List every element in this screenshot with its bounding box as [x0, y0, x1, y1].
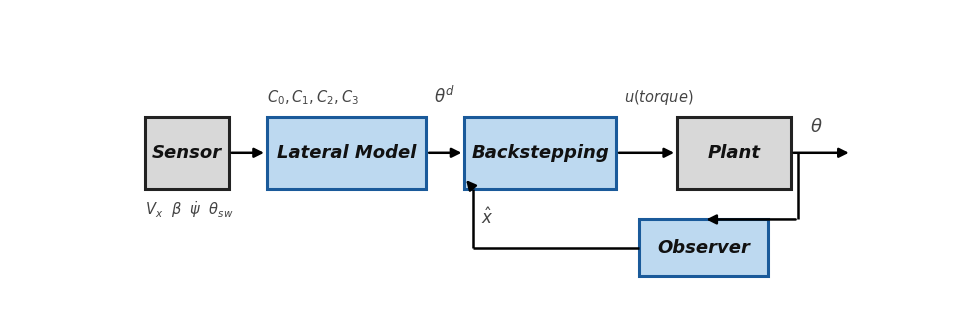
Text: Backstepping: Backstepping [471, 144, 610, 162]
Text: Plant: Plant [708, 144, 760, 162]
Text: Sensor: Sensor [152, 144, 222, 162]
Text: $u(torque)$: $u(torque)$ [624, 88, 694, 107]
Text: Observer: Observer [657, 239, 750, 257]
Text: $\theta$: $\theta$ [809, 118, 822, 136]
Text: $\theta^d$: $\theta^d$ [434, 86, 455, 107]
Text: $\hat{x}$: $\hat{x}$ [481, 208, 493, 228]
Text: $V_x\ \ \beta\ \ \dot{\psi}\ \ \theta_{sw}$: $V_x\ \ \beta\ \ \dot{\psi}\ \ \theta_{s… [145, 199, 234, 220]
FancyBboxPatch shape [639, 219, 768, 276]
Text: Lateral Model: Lateral Model [277, 144, 416, 162]
FancyBboxPatch shape [267, 117, 426, 189]
FancyBboxPatch shape [677, 117, 791, 189]
FancyBboxPatch shape [145, 117, 229, 189]
FancyBboxPatch shape [465, 117, 616, 189]
Text: $C_0, C_1, C_2, C_3$: $C_0, C_1, C_2, C_3$ [267, 88, 359, 107]
